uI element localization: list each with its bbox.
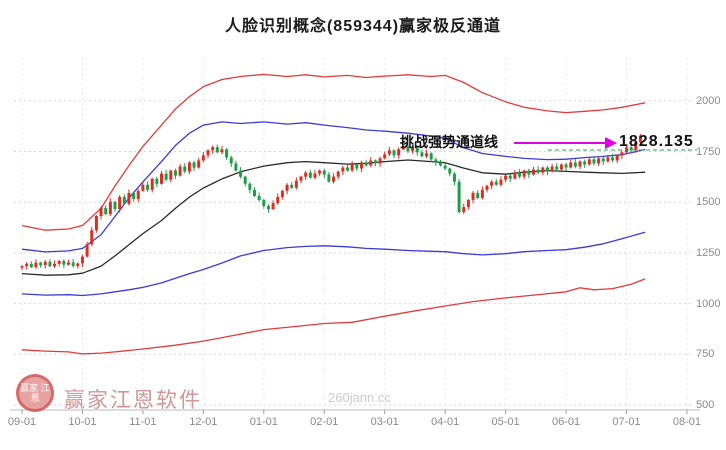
y-tick-label: 1000: [696, 297, 721, 310]
y-tick-label: 1250: [696, 246, 721, 259]
y-tick-label: 2000: [696, 94, 721, 107]
y-tick-label: 750: [696, 348, 715, 361]
x-tick-label: 06-01: [551, 416, 581, 428]
price-label: 1828.135: [619, 133, 694, 150]
x-tick-label: 09-01: [7, 416, 37, 428]
x-tick-label: 08-01: [672, 416, 701, 428]
y-tick-label: 500: [696, 399, 715, 411]
y-tick-label: 1750: [696, 145, 721, 158]
brand-logo-icon: 赢家 江恩: [16, 374, 54, 412]
x-tick-label: 02-01: [310, 416, 339, 428]
x-tick-label: 05-01: [491, 416, 520, 428]
y-tick-label: 1500: [696, 196, 721, 209]
brand-watermark: 赢家江恩软件: [64, 389, 202, 412]
x-tick-label: 01-01: [249, 416, 278, 428]
x-tick-label: 04-01: [431, 416, 460, 428]
x-tick-label: 12-01: [189, 416, 218, 428]
chart-title: 人脸识别概念(859344)赢家极反通道: [224, 18, 502, 35]
x-tick-label: 10-01: [68, 416, 97, 428]
url-watermark: 260jann.cc: [328, 390, 391, 405]
x-tick-label: 03-01: [370, 416, 399, 428]
x-tick-label: 07-01: [612, 416, 641, 428]
x-tick-label: 11-01: [129, 416, 157, 428]
annotation-text: 挑战强势通道线: [400, 134, 498, 150]
